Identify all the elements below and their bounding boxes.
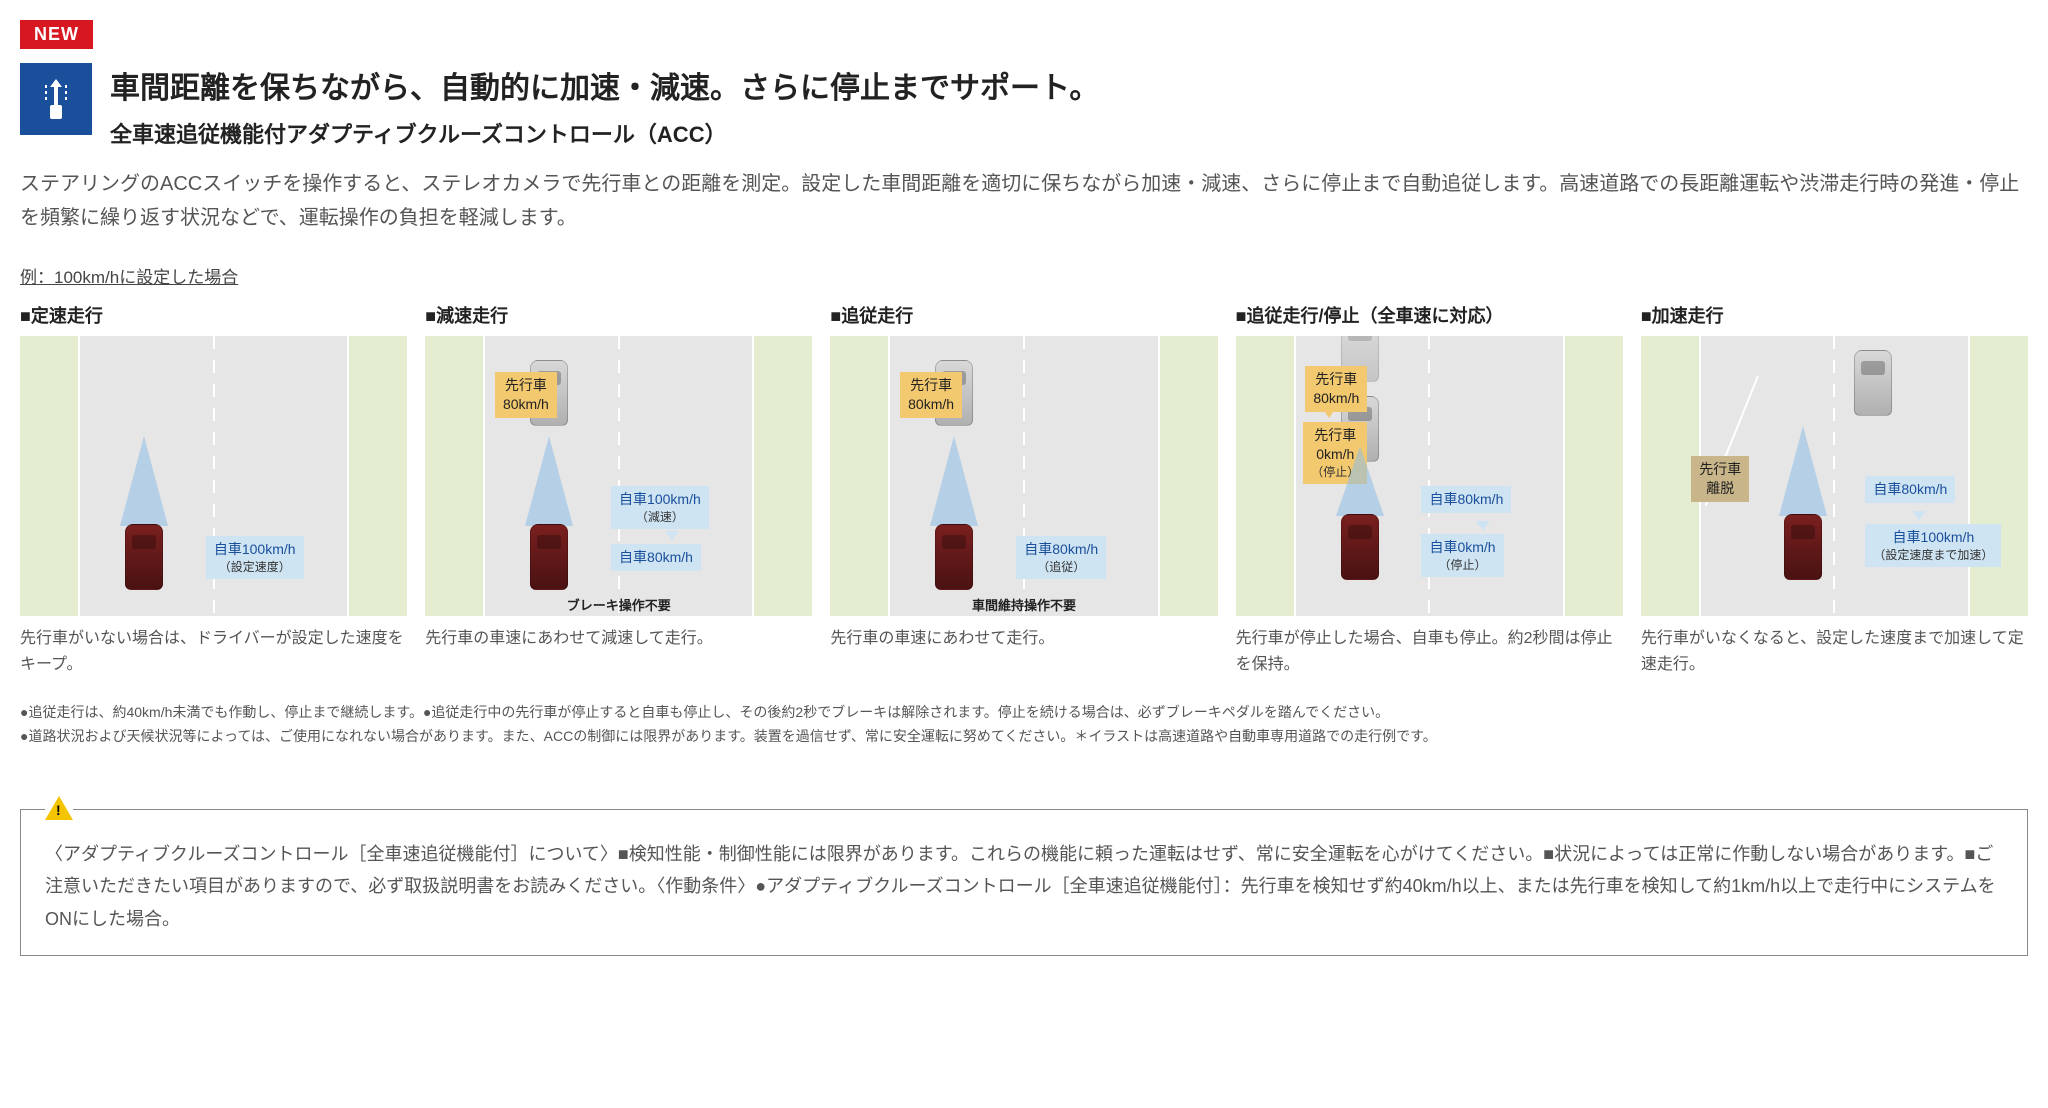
diagram: 先行車 80km/h 自車80km/h （追従） 車間維持操作不要	[830, 336, 1217, 616]
own-car-icon	[1784, 514, 1822, 580]
header: 車間距離を保ちながら、自動的に加速・減速。さらに停止までサポート。 全車速追従機…	[20, 63, 2028, 149]
scenario-decel: ■減速走行 先行車 80km/h 自車100km/h （減速） 自車80km/h…	[425, 302, 812, 677]
diagram: 先行車 80km/h 自車100km/h （減速） 自車80km/h ブレーキ操…	[425, 336, 812, 616]
scenario-constant: ■定速走行 自車100km/h （設定速度） 先行車がいない場合は、ドライバーが…	[20, 302, 407, 677]
own-speed-tag-1: 自車80km/h	[1421, 486, 1511, 513]
fineprint: ●追従走行は、約40km/h未満でも作動し、停止まで継続します。●追従走行中の先…	[20, 701, 2028, 749]
description: ステアリングのACCスイッチを操作すると、ステレオカメラで先行車との距離を測定。…	[20, 167, 2028, 235]
scenario-caption: 先行車がいなくなると、設定した速度まで加速して定速走行。	[1641, 626, 2028, 677]
scenario-title: ■定速走行	[20, 302, 407, 328]
scenario-follow: ■追従走行 先行車 80km/h 自車80km/h （追従） 車間維持操作不要 …	[830, 302, 1217, 677]
lead-car-icon	[1854, 350, 1892, 416]
warning-box: 〈アダプティブクルーズコントロール［全車速追従機能付］について〉■検知性能・制御…	[20, 809, 2028, 956]
subhead: 全車速追従機能付アダプティブクルーズコントロール（ACC）	[110, 117, 1099, 149]
diagram-note: 車間維持操作不要	[972, 595, 1076, 614]
scenario-caption: 先行車が停止した場合、自車も停止。約2秒間は停止を保持。	[1236, 626, 1623, 677]
lead-speed-tag-1: 先行車 80km/h	[1305, 366, 1367, 412]
title-block: 車間距離を保ちながら、自動的に加速・減速。さらに停止までサポート。 全車速追従機…	[110, 63, 1099, 149]
lead-speed-tag: 先行車 80km/h	[900, 372, 962, 418]
scenario-caption: 先行車の車速にあわせて減速して走行。	[425, 626, 812, 652]
scenario-stop: ■追従走行/停止（全車速に対応） 先行車 80km/h 先行車 0km/h （停…	[1236, 302, 1623, 677]
lead-depart-tag: 先行車 離脱	[1691, 456, 1749, 502]
scenario-title: ■追従走行/停止（全車速に対応）	[1236, 302, 1623, 328]
headline: 車間距離を保ちながら、自動的に加速・減速。さらに停止までサポート。	[110, 63, 1099, 107]
new-badge: NEW	[20, 20, 93, 49]
own-speed-tag-2: 自車0km/h （停止）	[1421, 534, 1503, 577]
diagram: 自車100km/h （設定速度）	[20, 336, 407, 616]
example-label: 例：100km/hに設定した場合	[20, 263, 238, 288]
scenarios-row: ■定速走行 自車100km/h （設定速度） 先行車がいない場合は、ドライバーが…	[20, 302, 2028, 677]
own-speed-tag-2: 自車100km/h （設定速度まで加速）	[1865, 524, 2001, 567]
scenario-caption: 先行車がいない場合は、ドライバーが設定した速度をキープ。	[20, 626, 407, 677]
own-speed-tag-1: 自車100km/h （減速）	[611, 486, 709, 529]
diagram-note: ブレーキ操作不要	[567, 595, 671, 614]
warning-text: 〈アダプティブクルーズコントロール［全車速追従機能付］について〉■検知性能・制御…	[45, 838, 2003, 935]
own-speed-tag-1: 自車80km/h	[1865, 476, 1955, 503]
own-car-icon	[530, 524, 568, 590]
own-speed-tag: 自車100km/h （設定速度）	[206, 536, 304, 579]
scenario-title: ■加速走行	[1641, 302, 2028, 328]
diagram: 先行車 離脱 自車80km/h 自車100km/h （設定速度まで加速）	[1641, 336, 2028, 616]
lead-speed-tag: 先行車 80km/h	[495, 372, 557, 418]
own-car-icon	[1341, 514, 1379, 580]
own-speed-tag-2: 自車80km/h	[611, 544, 701, 571]
scenario-accel: ■加速走行 先行車 離脱 自車80km/h 自車100km/h （設定速度まで加…	[1641, 302, 2028, 677]
scenario-title: ■減速走行	[425, 302, 812, 328]
own-car-icon	[935, 524, 973, 590]
own-car-icon	[125, 524, 163, 590]
diagram: 先行車 80km/h 先行車 0km/h （停止） 自車80km/h 自車0km…	[1236, 336, 1623, 616]
own-speed-tag: 自車80km/h （追従）	[1016, 536, 1106, 579]
scenario-title: ■追従走行	[830, 302, 1217, 328]
warning-icon	[45, 796, 73, 820]
acc-feature-icon	[20, 63, 92, 135]
scenario-caption: 先行車の車速にあわせて走行。	[830, 626, 1217, 652]
